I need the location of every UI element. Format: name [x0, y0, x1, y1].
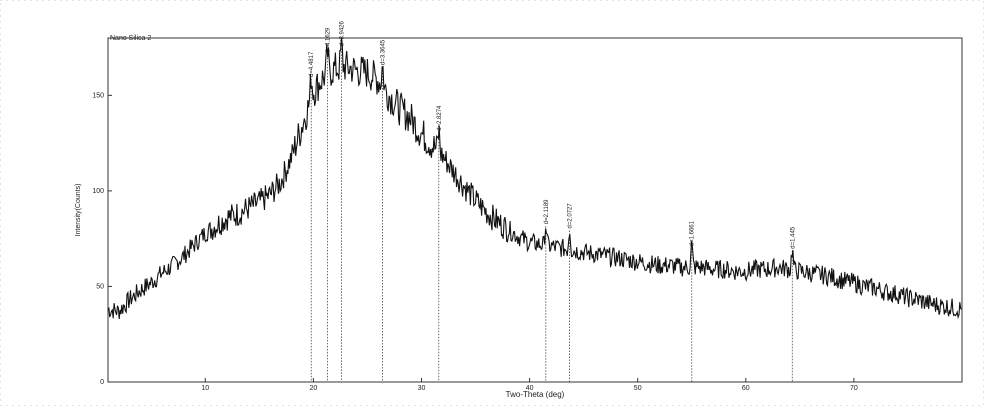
- y-tick-label: 100: [92, 188, 104, 195]
- plot-frame: [107, 37, 963, 383]
- peak-markers: d=4.4817 d=4.1629 d=3.9426 d=3.3645 d=2.8274…: [309, 20, 796, 382]
- x-tick-label: 10: [201, 385, 209, 392]
- peak-label: d=2.0727: [568, 203, 574, 229]
- x-axis-ticks: 10 20 30 40 50 60 70: [201, 378, 858, 392]
- peak-label: d=1.445: [790, 226, 796, 249]
- y-axis-label: Intensity(Counts): [75, 184, 82, 237]
- x-tick-label: 50: [634, 385, 642, 392]
- peak-label: d=1.6661: [690, 220, 696, 246]
- peak-label: d=4.4817: [309, 51, 315, 77]
- peak-label: d=3.3645: [381, 39, 387, 65]
- series-line: [107, 37, 962, 320]
- y-tick-label: 50: [96, 283, 104, 290]
- y-axis-ticks: 0 50 100 150: [92, 92, 112, 386]
- x-axis-label: Two-Theta (deg): [506, 390, 565, 399]
- x-tick-label: 60: [742, 385, 750, 392]
- y-tick-label: 150: [92, 92, 104, 99]
- chart-title: Nano Silica 2: [110, 35, 151, 42]
- x-tick-label: 30: [418, 385, 426, 392]
- x-tick-label: 70: [850, 385, 858, 392]
- peak-label: d=4.1629: [325, 27, 331, 53]
- peak-label: d=2.8274: [437, 105, 443, 131]
- y-tick-label: 0: [100, 379, 104, 386]
- peak-label: d=2.1189: [544, 199, 550, 224]
- x-tick-label: 20: [309, 385, 317, 392]
- x-tick-label: 40: [526, 385, 534, 392]
- peak-label: d=3.9426: [339, 20, 345, 46]
